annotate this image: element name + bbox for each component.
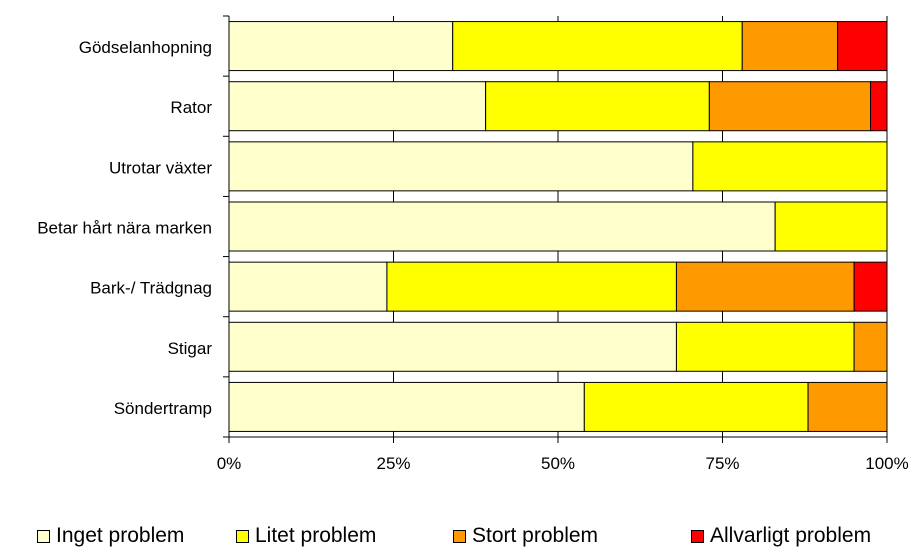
legend-swatch [453, 529, 466, 543]
legend-label: Litet problem [255, 524, 377, 547]
y-tick-label: Stigar [168, 339, 213, 358]
y-tick-label: Bark-/ Trädgnag [90, 279, 212, 298]
bar-segment [675, 261, 855, 312]
y-tick-label: Söndertramp [114, 399, 212, 418]
bar-segment [228, 81, 487, 132]
bar-segment [228, 381, 585, 432]
bar-segment [386, 261, 677, 312]
y-tick-label: Betar hårt nära marken [37, 219, 212, 238]
y-tick-label: Gödselanhopning [79, 38, 212, 57]
bar-segment [228, 201, 776, 252]
legend-label: Stort problem [472, 524, 599, 547]
bar-segment [485, 81, 710, 132]
bar-segment [228, 261, 388, 312]
legend-swatch [236, 529, 249, 543]
chart-plot: Gödselanhopning Rator Utrotar växter Betar … [37, 15, 909, 473]
legend-label: Inget problem [56, 524, 185, 547]
bar-segment [583, 381, 809, 432]
bar-segment [870, 81, 888, 132]
x-tick-label: 100% [865, 454, 908, 473]
legend-swatch [691, 529, 704, 543]
legend-label: Allvarligt problem [710, 524, 872, 547]
bar-segment [853, 261, 888, 312]
legend-item: Stort problem [453, 524, 598, 548]
bar-segment [675, 321, 855, 372]
bar-segment [228, 141, 694, 192]
chart-legend: Inget problem Litet problem Stort problem A… [0, 522, 915, 550]
bar-segment [228, 321, 677, 372]
y-tick-label: Rator [170, 98, 212, 117]
bar-segment [452, 21, 743, 72]
bar-segment [774, 201, 888, 252]
x-tick-label: 75% [705, 454, 739, 473]
x-tick-label: 50% [541, 454, 575, 473]
bar-segment [708, 81, 872, 132]
legend-item: Litet problem [236, 524, 376, 548]
y-tick-label: Utrotar växter [109, 158, 212, 177]
legend-item: Allvarligt problem [691, 524, 871, 548]
bar-segment [837, 21, 888, 72]
x-tick-label: 25% [376, 454, 410, 473]
bar-segment [741, 21, 839, 72]
bar-segment [853, 321, 888, 372]
bar-segment [692, 141, 888, 192]
legend-item: Inget problem [37, 524, 184, 548]
x-tick-label: 0% [217, 454, 242, 473]
legend-swatch [37, 529, 50, 543]
bar-segment [228, 21, 454, 72]
bar-segment [807, 381, 888, 432]
